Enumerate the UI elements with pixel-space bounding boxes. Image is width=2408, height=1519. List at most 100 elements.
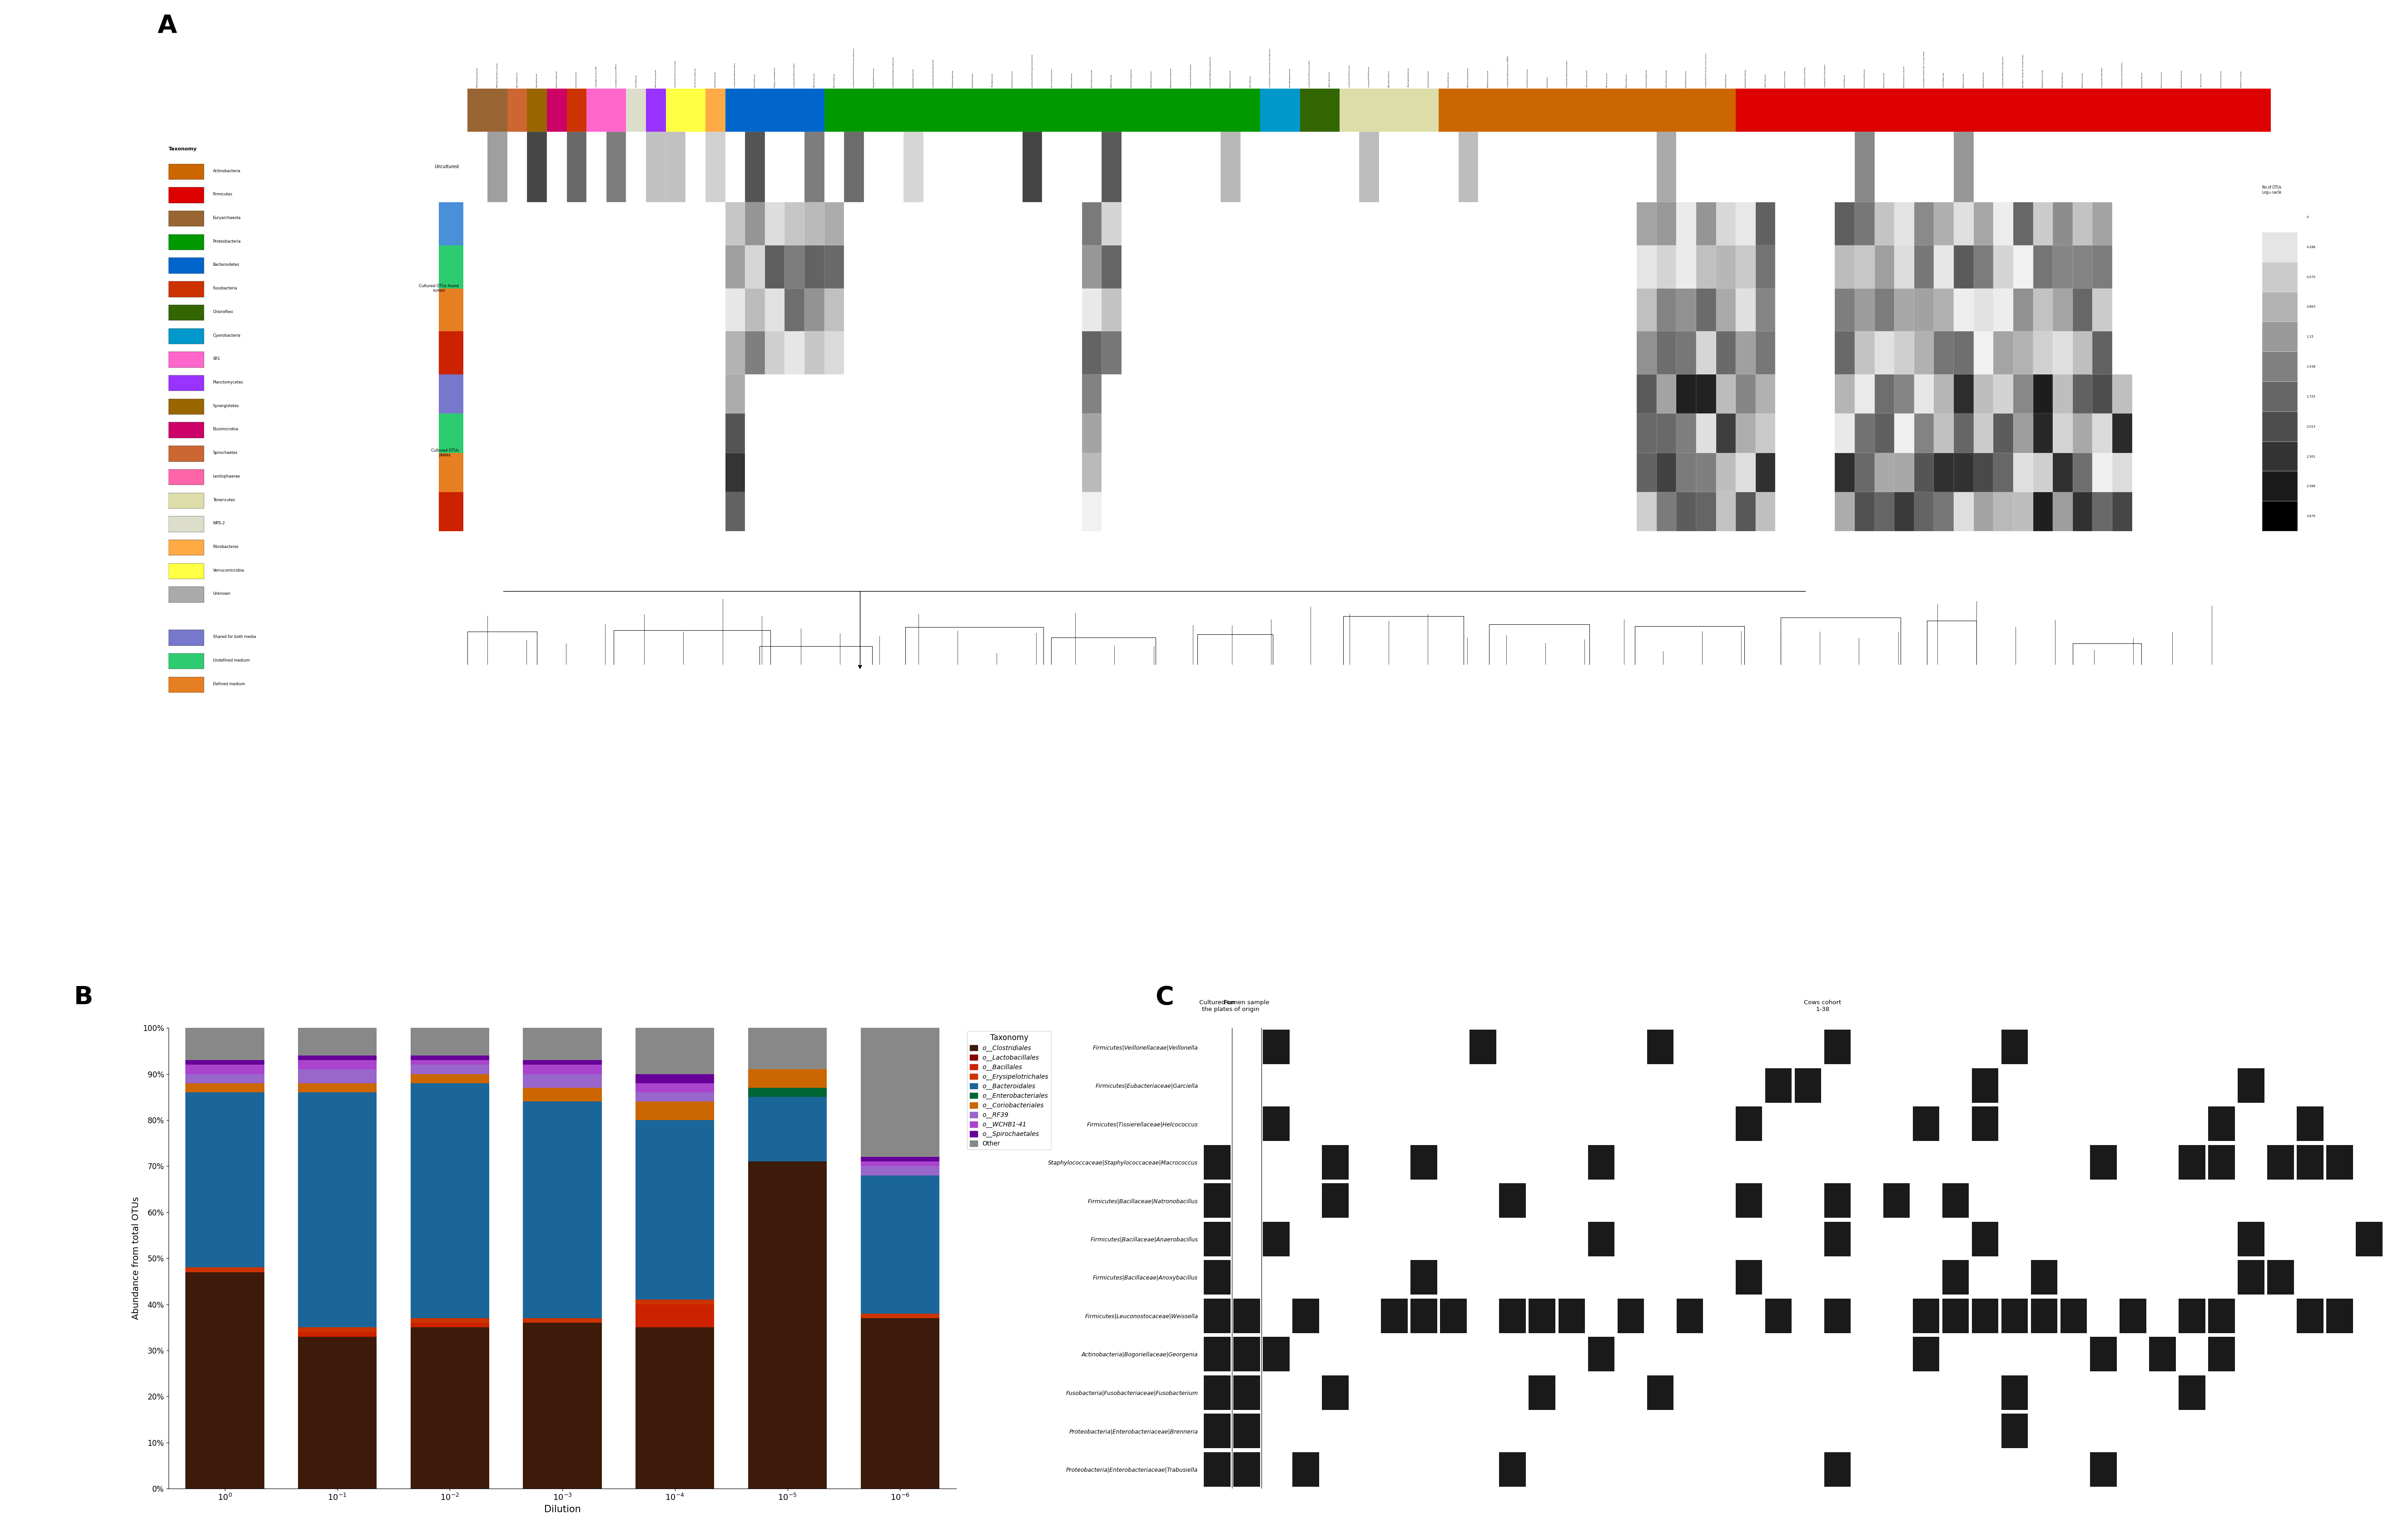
Bar <box>1755 375 1775 413</box>
Bar <box>922 375 944 413</box>
Bar <box>169 211 205 226</box>
Bar <box>486 132 508 202</box>
Bar <box>2191 492 2211 532</box>
Bar <box>1240 88 1259 132</box>
Bar <box>2032 492 2054 532</box>
Bar <box>1577 375 1597 413</box>
Bar <box>1180 375 1202 413</box>
Bar <box>1358 413 1380 453</box>
Bar <box>1577 88 1597 132</box>
Bar <box>645 413 665 453</box>
Bar <box>2032 453 2054 492</box>
Bar <box>1202 289 1221 331</box>
Bar <box>1062 88 1081 132</box>
Bar <box>1854 492 1873 532</box>
Bar <box>1500 1299 1527 1334</box>
Bar <box>706 453 725 492</box>
Bar <box>2112 88 2131 132</box>
Bar <box>1122 245 1141 289</box>
Bar <box>1765 1068 1792 1103</box>
Bar <box>2131 88 2153 132</box>
Bar <box>1221 88 1240 132</box>
Bar <box>566 245 588 289</box>
Bar <box>1180 202 1202 245</box>
Bar <box>1221 453 1240 492</box>
Bar <box>963 132 982 202</box>
Bar <box>467 245 486 289</box>
Bar <box>1399 88 1418 132</box>
Bar <box>2191 245 2211 289</box>
Bar <box>665 202 686 245</box>
Bar <box>523 1060 602 1065</box>
Bar <box>299 1337 376 1489</box>
Bar <box>1043 245 1062 289</box>
Bar <box>1399 289 1418 331</box>
Bar <box>1676 1299 1702 1334</box>
Bar <box>2191 202 2211 245</box>
Bar <box>1479 289 1498 331</box>
Text: 2.301: 2.301 <box>2307 456 2316 457</box>
Bar <box>299 1092 376 1328</box>
Text: Bacteroidetes: Bacteroidetes <box>212 263 238 267</box>
Bar <box>725 88 744 132</box>
Bar <box>588 88 607 132</box>
Bar <box>588 331 607 375</box>
Bar <box>645 375 665 413</box>
Bar <box>1202 453 1221 492</box>
Bar <box>1161 88 1180 132</box>
Bar <box>1399 331 1418 375</box>
Bar <box>1517 413 1539 453</box>
Bar <box>508 331 527 375</box>
Bar <box>1141 453 1161 492</box>
Bar <box>1300 88 1320 132</box>
Bar <box>686 88 706 132</box>
Bar <box>744 453 766 492</box>
Bar <box>1975 289 1994 331</box>
Bar <box>2054 375 2073 413</box>
Bar <box>903 88 922 132</box>
Bar <box>1180 331 1202 375</box>
Bar <box>523 1101 602 1318</box>
Bar <box>2172 132 2191 202</box>
Bar <box>467 88 486 132</box>
Bar <box>1161 202 1180 245</box>
Bar <box>1587 1221 1613 1256</box>
Bar <box>1953 88 1975 132</box>
Bar <box>486 492 508 532</box>
Bar <box>2208 1337 2235 1372</box>
Bar <box>785 289 804 331</box>
Bar <box>1775 492 1796 532</box>
Bar <box>686 132 706 202</box>
Bar <box>982 202 1002 245</box>
Bar <box>467 413 486 453</box>
Bar <box>864 492 884 532</box>
Text: Undefined medium: Undefined medium <box>212 658 250 662</box>
Bar <box>169 564 205 579</box>
Bar <box>1281 88 1300 132</box>
Bar <box>1081 289 1103 331</box>
Bar <box>1399 453 1418 492</box>
Bar <box>1895 453 1914 492</box>
Bar <box>1577 492 1597 532</box>
Bar <box>1953 331 1975 375</box>
Bar <box>508 245 527 289</box>
Legend: o__Clostridiales, o__Lactobacillales, o__Bacillales, o__Erysipelotrichales, o__B: o__Clostridiales, o__Lactobacillales, o_… <box>968 1031 1050 1150</box>
Bar <box>864 331 884 375</box>
Bar <box>1233 1452 1259 1487</box>
Bar <box>1380 88 1399 132</box>
Bar <box>1835 331 1854 375</box>
Bar <box>2261 471 2297 501</box>
Bar <box>527 289 547 331</box>
Bar <box>845 245 864 289</box>
Bar <box>566 88 588 132</box>
Text: Proteobacteria: Proteobacteria <box>212 240 241 243</box>
Bar <box>2153 245 2172 289</box>
Bar <box>824 413 845 453</box>
Bar <box>2211 88 2232 132</box>
Bar <box>1873 132 1895 202</box>
Bar <box>1498 413 1517 453</box>
Bar <box>1438 375 1459 413</box>
Bar <box>884 331 903 375</box>
Bar <box>1081 453 1103 492</box>
Bar <box>2268 1145 2295 1180</box>
